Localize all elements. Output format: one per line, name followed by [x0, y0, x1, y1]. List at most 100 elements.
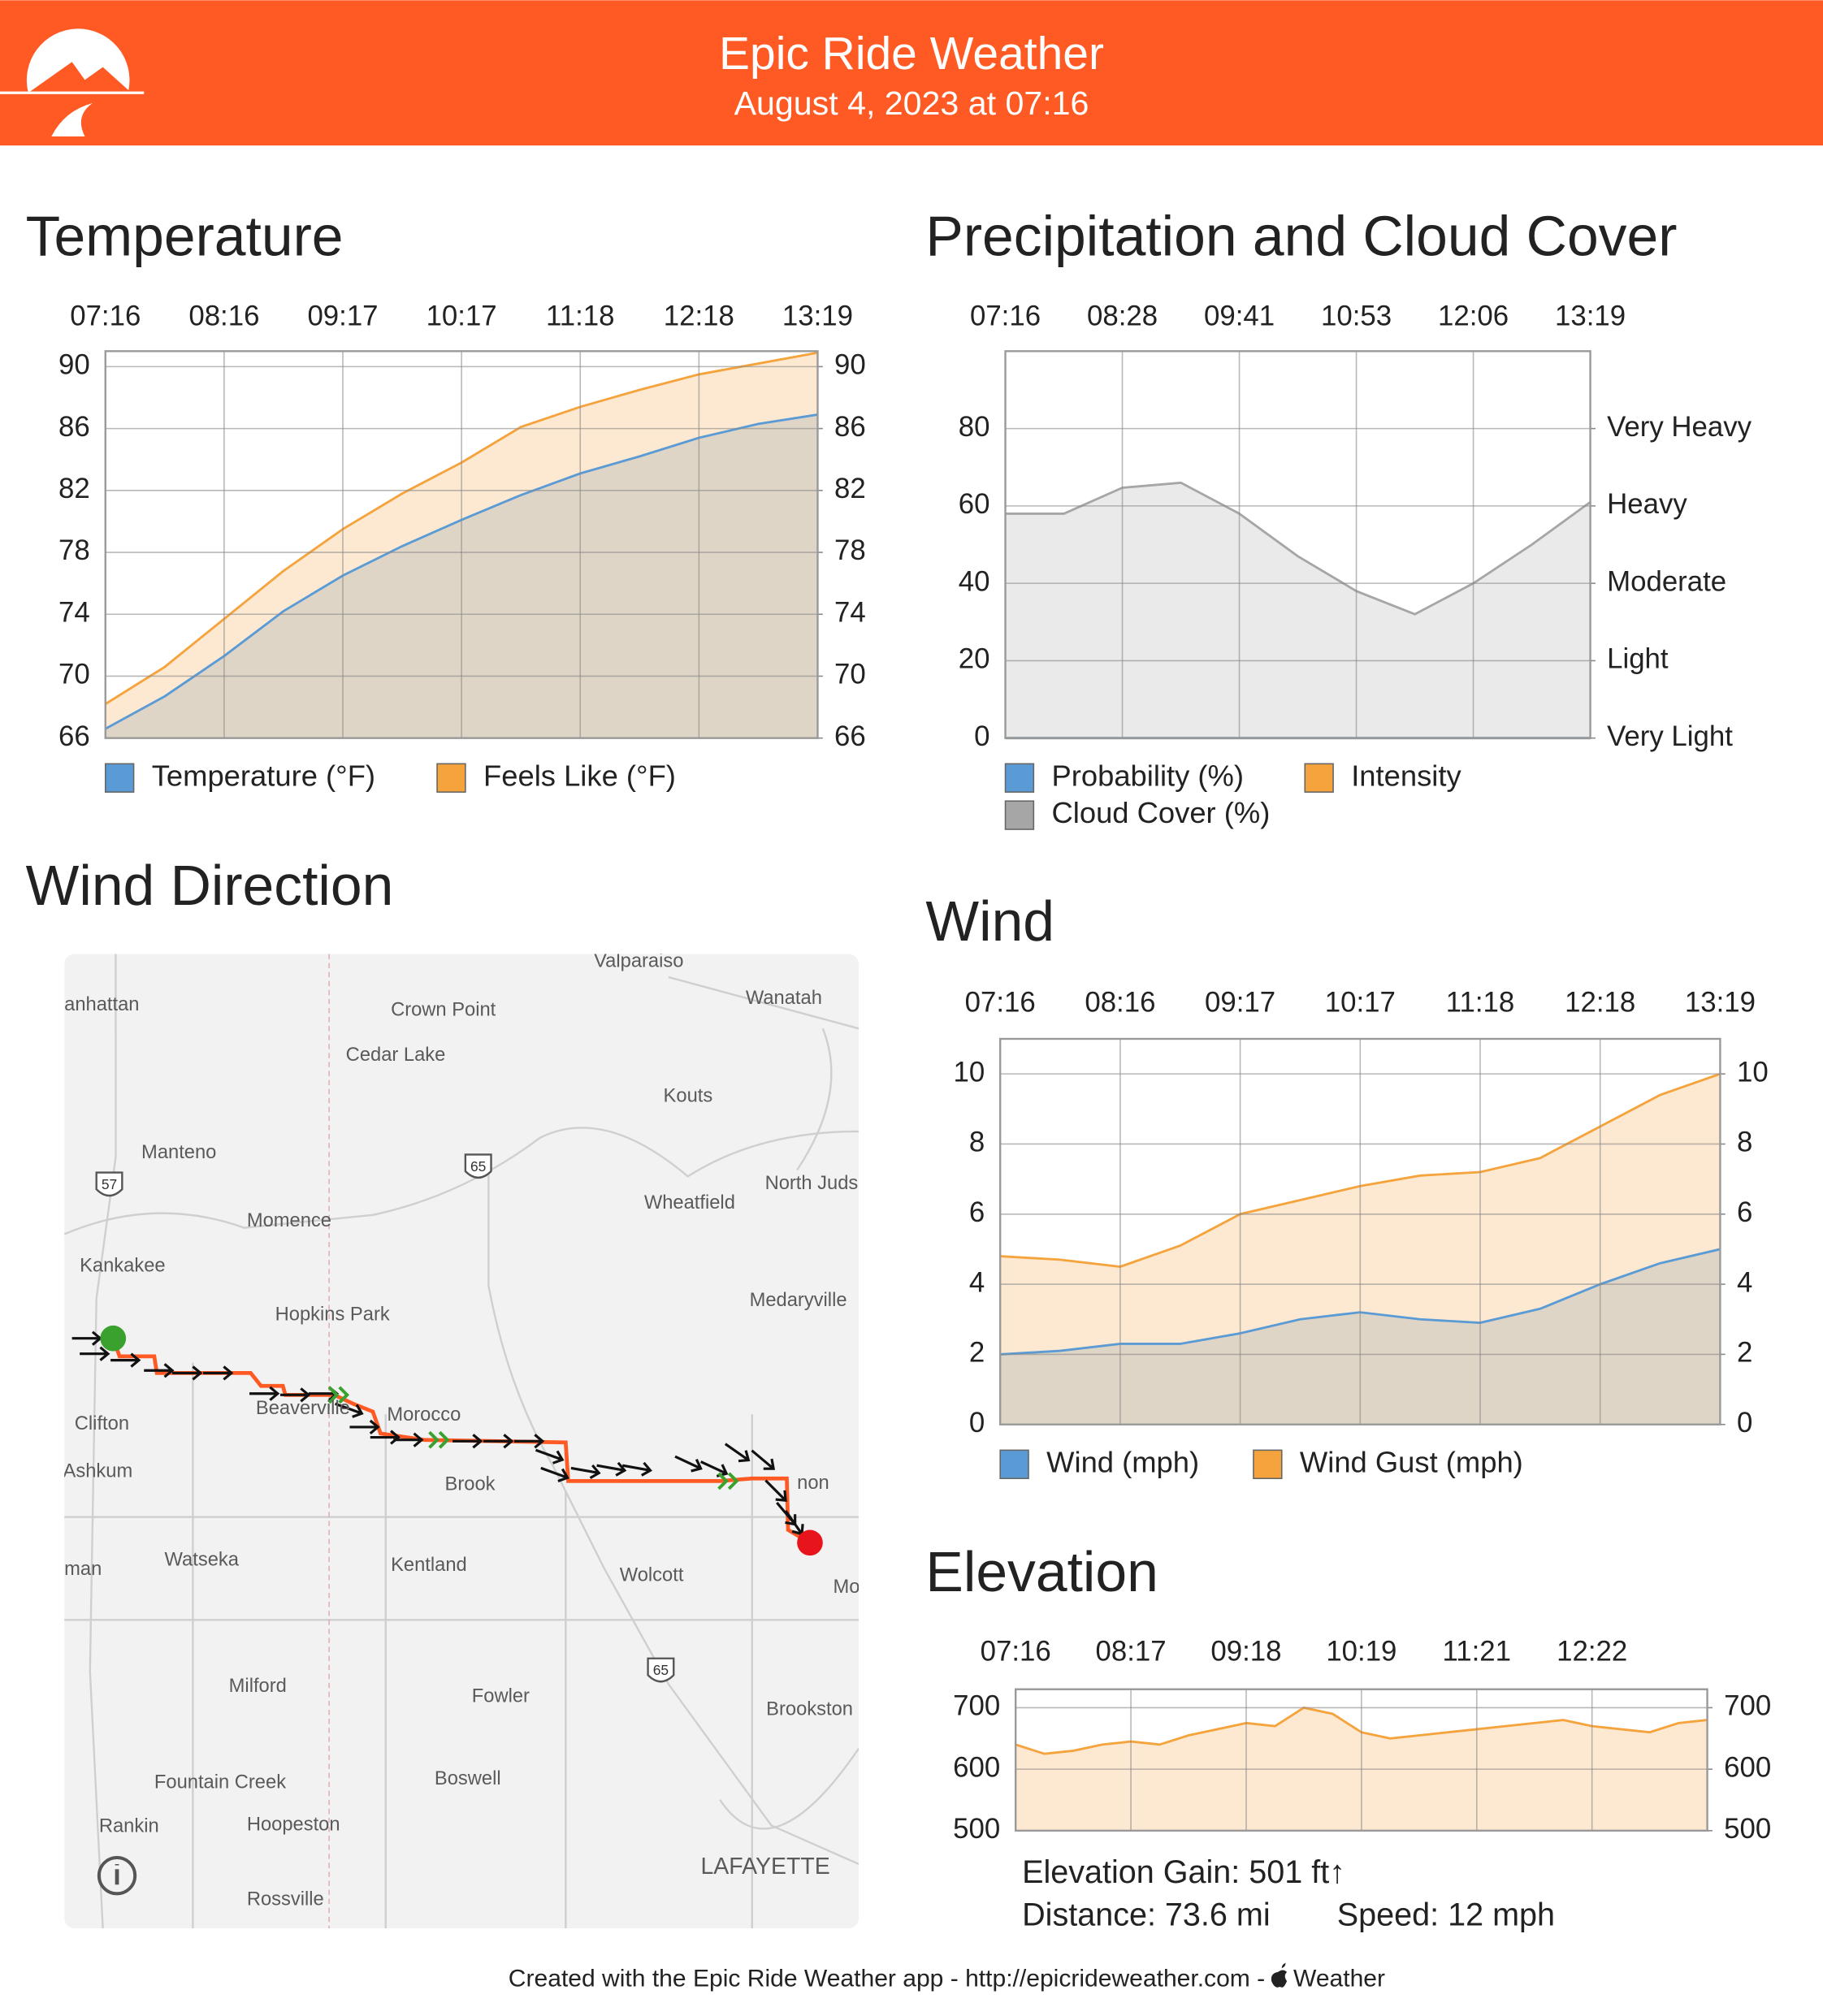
map-label: Ashkum: [63, 1461, 133, 1482]
map-label: Hopkins Park: [275, 1304, 390, 1325]
tailwind-marker: [717, 1472, 739, 1490]
plot-border: [999, 1037, 1721, 1425]
y2-tick-label: 2: [1737, 1337, 1752, 1369]
y-tick-label: 6: [969, 1196, 985, 1228]
distance: Distance: 73.6 mi: [1022, 1897, 1271, 1932]
elevation-gain: Elevation Gain: 501 ft↑: [1022, 1854, 1345, 1890]
wind-arrow: [335, 1402, 364, 1418]
wind-arrow: [483, 1434, 514, 1449]
legend-label: Cloud Cover (%): [1051, 796, 1270, 829]
x-tick-label: 13:19: [782, 300, 853, 331]
map-label: North Juds: [765, 1173, 859, 1194]
map-label: Morocco: [387, 1404, 461, 1425]
map-label: Wheatfield: [644, 1192, 735, 1213]
y-tick-label: 700: [953, 1690, 1000, 1722]
wind-arrow: [249, 1386, 280, 1401]
y-tick-label: 4: [969, 1266, 985, 1298]
x-tick-label: 08:28: [1087, 300, 1158, 331]
x-tick-label: 13:19: [1555, 300, 1626, 331]
legend-swatch: [436, 763, 466, 793]
wind-arrow: [370, 1430, 401, 1445]
highway-shield: [95, 1171, 123, 1197]
map-label: Valparaiso: [594, 950, 683, 971]
map-label: Cedar Lake: [346, 1045, 446, 1066]
tailwind-marker: [327, 1386, 350, 1404]
x-tick-label: 07:16: [70, 300, 141, 331]
map-title: Wind Direction: [26, 854, 394, 917]
wind-arrow: [172, 1365, 203, 1381]
chart-title: Precipitation and Cloud Cover: [925, 205, 1677, 268]
plot-border: [1004, 350, 1591, 739]
y2-tick-label: Very Light: [1607, 720, 1733, 752]
x-tick-label: 07:16: [965, 986, 1036, 1018]
wind-arrow: [751, 1449, 776, 1470]
y-tick-label: 70: [58, 659, 90, 690]
wind-arrow: [570, 1464, 601, 1479]
map-label: Momence: [247, 1210, 331, 1231]
apple-icon: [1271, 1962, 1288, 1988]
map-label: Medaryville: [750, 1290, 847, 1311]
y-tick-label: 20: [959, 643, 990, 675]
legend-swatch: [1253, 1449, 1283, 1479]
x-tick-label: 09:17: [307, 300, 378, 331]
y2-tick-label: Light: [1607, 643, 1669, 675]
x-tick-label: 11:18: [1446, 986, 1514, 1018]
x-tick-label: 11:21: [1443, 1636, 1512, 1668]
y-tick-label: 500: [953, 1813, 1000, 1845]
map-label: Brook: [445, 1473, 496, 1495]
y-tick-label: 0: [974, 720, 989, 752]
wind-arrow: [764, 1479, 787, 1502]
wind-arrow: [110, 1352, 141, 1368]
map-label: Watseka: [165, 1550, 240, 1571]
map-label: Rankin: [99, 1815, 159, 1836]
y2-tick-label: 600: [1724, 1751, 1771, 1783]
wind-arrow: [393, 1432, 424, 1447]
map-label: Beaverville: [256, 1398, 350, 1419]
wind-arrow: [724, 1443, 751, 1463]
map-label: Hoopeston: [247, 1815, 340, 1836]
map-label: Mo: [833, 1577, 860, 1598]
y-tick-label: 0: [969, 1407, 985, 1438]
y2-tick-label: 70: [834, 659, 866, 690]
x-tick-label: 12:22: [1557, 1636, 1627, 1668]
y2-tick-label: Moderate: [1607, 565, 1726, 597]
x-tick-label: 10:53: [1321, 300, 1392, 331]
x-tick-label: 13:19: [1685, 986, 1756, 1018]
area-fill: [1005, 482, 1591, 738]
y2-tick-label: 0: [1737, 1407, 1752, 1438]
legend-label: Probability (%): [1051, 759, 1244, 792]
y-tick-label: 600: [953, 1751, 1000, 1783]
map-label: Boswell: [435, 1768, 501, 1789]
x-tick-label: 08:17: [1096, 1636, 1167, 1668]
y2-tick-label: 66: [834, 720, 866, 752]
y2-tick-label: 4: [1737, 1266, 1752, 1298]
legend-swatch: [1304, 763, 1334, 793]
y-tick-label: 74: [58, 596, 90, 628]
highway-shield: [647, 1657, 675, 1683]
y2-tick-label: 86: [834, 411, 866, 443]
legend-label: Wind (mph): [1046, 1445, 1199, 1478]
y2-tick-label: Very Heavy: [1607, 411, 1752, 443]
map-label: Milford: [229, 1676, 287, 1697]
legend-label: Wind Gust (mph): [1300, 1445, 1523, 1478]
x-tick-label: 07:16: [981, 1636, 1051, 1668]
y2-tick-label: 700: [1724, 1690, 1771, 1722]
legend-label: Temperature (°F): [152, 759, 375, 792]
y2-tick-label: 500: [1724, 1813, 1771, 1845]
highway-number: 65: [470, 1158, 486, 1175]
x-tick-label: 12:06: [1438, 300, 1509, 331]
legend-swatch: [999, 1449, 1029, 1479]
highway-number: 57: [102, 1176, 117, 1192]
map-label: Wolcott: [620, 1565, 684, 1586]
map-label: Kankakee: [80, 1255, 166, 1276]
x-tick-label: 08:16: [1085, 986, 1155, 1018]
x-tick-label: 08:16: [188, 300, 259, 331]
plot-border: [104, 350, 819, 739]
footer-brand: Weather: [1293, 1965, 1385, 1992]
y-tick-label: 82: [58, 473, 90, 504]
y2-tick-label: 8: [1737, 1127, 1752, 1158]
legend-label: Feels Like (°F): [483, 759, 676, 792]
y-tick-label: 86: [58, 411, 90, 443]
series-line: [1005, 481, 1591, 616]
